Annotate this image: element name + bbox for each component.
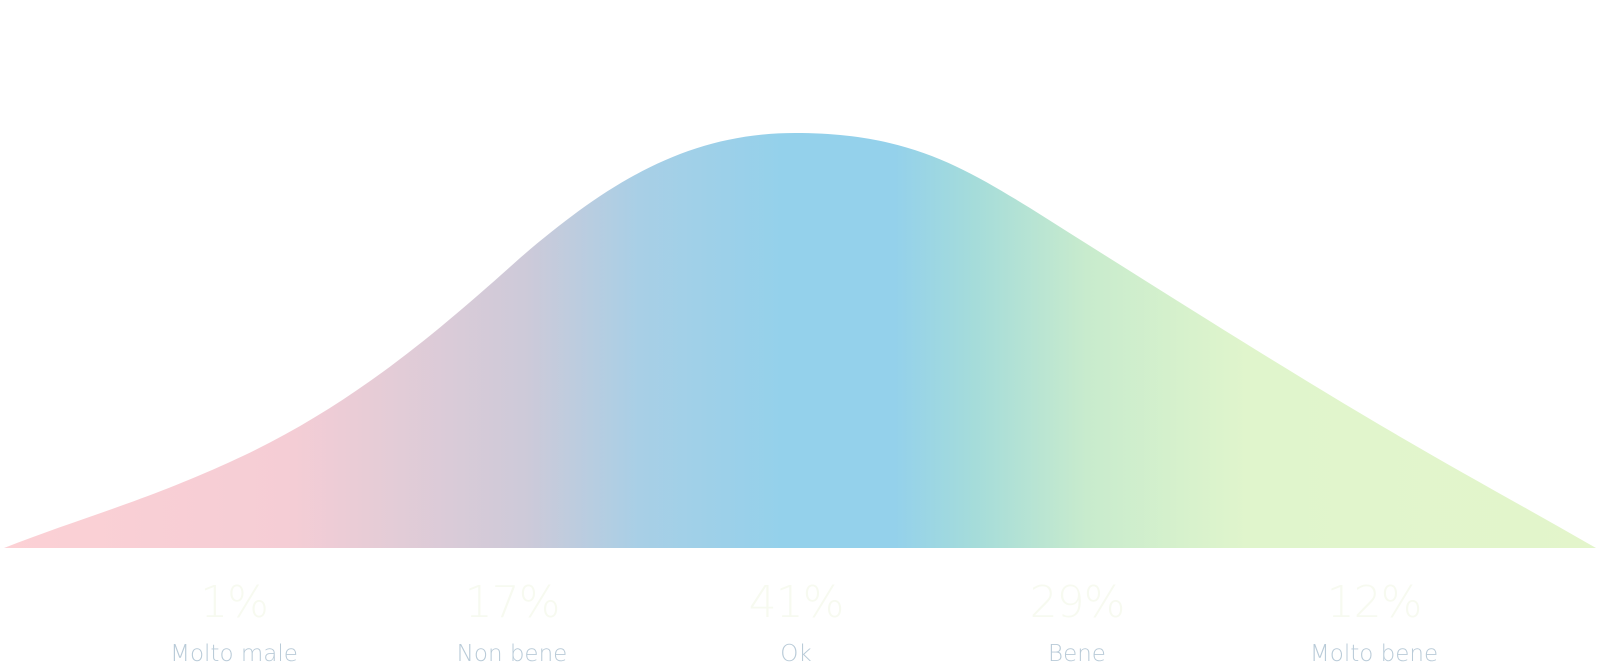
category-label: Molto male — [170, 641, 298, 664]
value-label: 1% — [200, 577, 268, 628]
value-label: 12% — [1327, 577, 1422, 628]
category-label: Bene — [1048, 641, 1106, 664]
category-label: Non bene — [457, 641, 568, 664]
value-label: 17% — [465, 577, 560, 628]
category-label: Molto bene — [1310, 641, 1438, 664]
value-label: 29% — [1030, 577, 1125, 628]
value-label: 41% — [749, 577, 844, 628]
category-label: Ok — [780, 641, 811, 664]
distribution-area — [4, 133, 1596, 548]
